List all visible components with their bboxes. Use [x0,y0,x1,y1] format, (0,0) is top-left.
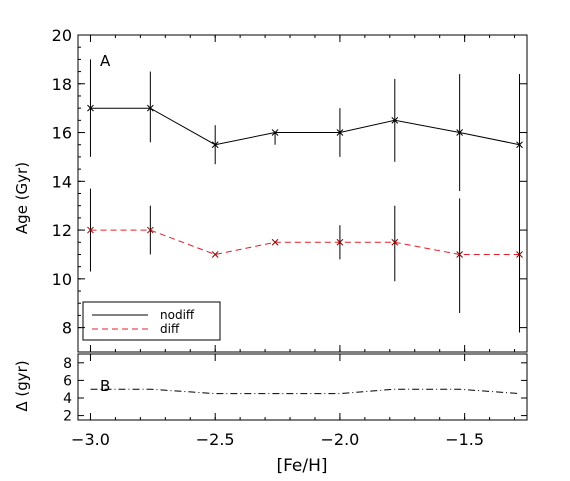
data-point-nodiff [87,104,94,112]
data-point-nodiff [271,129,279,136]
marker-stroke [456,129,464,136]
marker-stroke [336,129,344,136]
marker-stroke [456,251,464,258]
y-tick-label-a: 16 [52,124,72,143]
panel-b-frame [77,353,528,421]
y-tick-label-b: 6 [63,373,72,389]
series-line-delta [90,388,520,395]
data-point-diff [146,226,154,234]
y-tick-label-a: 10 [52,270,72,289]
data-point-nodiff [146,104,154,112]
marker-stroke [336,238,344,246]
data-point-nodiff [336,129,344,136]
y-tick-label-a: 18 [52,75,72,94]
y-tick-label-a: 14 [52,172,72,191]
panel-b-label: B [100,377,110,395]
panel-b-plot: 2 4 68 −3.0 −2.5 −2.0 −1.5 [63,354,527,449]
marker-stroke [391,238,399,246]
y-tick-label-b: 8 [63,356,72,372]
marker-stroke [271,129,279,136]
marker-stroke [516,251,523,258]
marker-stroke [211,141,219,149]
x-tick-label: −2.5 [196,430,235,449]
data-point-diff [456,251,464,258]
marker-stroke [271,238,279,246]
y-tick-label-b: 2 [63,409,72,425]
panel-a-label: A [100,52,111,70]
panel-a-plot: 8 10 12 14 16 18 20 [52,26,527,352]
legend-label-diff: diff [160,322,180,336]
marker-stroke [146,226,154,234]
marker-stroke [87,226,94,234]
marker-stroke [211,251,219,258]
x-axis-title: [Fe/H] [276,456,327,476]
data-point-diff [516,251,523,258]
panel-a-ylabel: Age (Gyr) [13,162,31,234]
series-line-nodiff [90,107,520,146]
data-point-nodiff [516,141,523,149]
data-point-diff [211,251,219,258]
data-point-diff [391,238,399,246]
data-point-diff [271,238,279,246]
y-tick-label-a: 20 [52,26,72,45]
legend: nodiff diff [82,301,221,341]
y-tick-label-a: 8 [62,319,72,338]
legend-box [82,301,221,341]
legend-label-nodiff: nodiff [160,308,195,322]
y-tick-label-a: 12 [52,221,72,240]
panel-b-ylabel: Δ (gyr) [13,360,31,411]
data-point-nodiff [456,129,464,136]
data-point-diff [87,226,94,234]
marker-stroke [87,104,94,112]
y-tick-label-b: 4 [63,391,72,407]
x-tick-label: −3.0 [71,430,110,449]
data-point-diff [336,238,344,246]
x-tick-label: −2.0 [320,430,359,449]
marker-stroke [391,116,399,124]
series-line-diff [90,229,520,256]
data-point-nodiff [211,141,219,149]
marker-stroke [516,141,523,149]
marker-stroke [146,104,154,112]
data-point-nodiff [391,116,399,124]
x-tick-label: −1.5 [445,430,484,449]
